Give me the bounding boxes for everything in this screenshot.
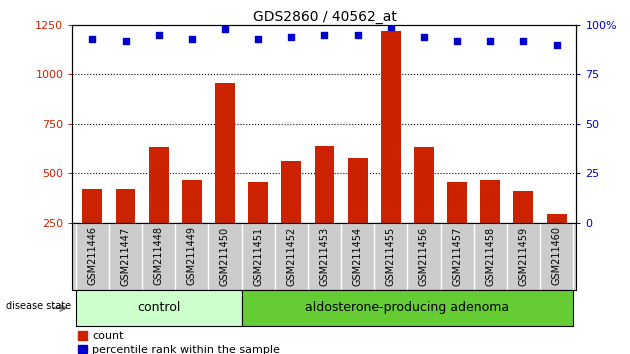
Text: GSM211457: GSM211457	[452, 227, 462, 286]
Point	[253, 36, 263, 41]
Bar	[447, 182, 467, 223]
Point	[220, 26, 230, 32]
Bar	[248, 182, 268, 223]
Bar	[414, 147, 434, 223]
Text: GSM211446: GSM211446	[88, 227, 98, 285]
Bar	[314, 146, 335, 223]
Point	[419, 34, 429, 40]
Text: GSM211454: GSM211454	[353, 227, 363, 286]
Bar	[348, 158, 367, 223]
Text: GSM211448: GSM211448	[154, 227, 164, 285]
Point	[551, 42, 561, 47]
Point	[319, 32, 329, 38]
Bar	[513, 191, 534, 223]
Text: GSM211460: GSM211460	[551, 227, 561, 285]
Bar	[215, 83, 235, 223]
Text: GSM211458: GSM211458	[485, 227, 495, 286]
Bar	[381, 31, 401, 223]
Bar	[480, 181, 500, 223]
Text: GSM211452: GSM211452	[286, 227, 296, 286]
Text: GSM211459: GSM211459	[518, 227, 529, 286]
Text: disease state: disease state	[6, 301, 71, 311]
Title: GDS2860 / 40562_at: GDS2860 / 40562_at	[253, 10, 396, 24]
Text: GSM211451: GSM211451	[253, 227, 263, 286]
Bar	[547, 214, 566, 223]
Text: GSM211450: GSM211450	[220, 227, 230, 286]
Point	[452, 38, 462, 44]
Bar	[149, 147, 169, 223]
Bar	[83, 189, 102, 223]
Point	[485, 38, 495, 44]
Bar	[182, 181, 202, 223]
Point	[186, 36, 197, 41]
Bar	[282, 161, 301, 223]
Text: GSM211456: GSM211456	[419, 227, 429, 286]
Point	[88, 36, 98, 41]
Bar	[76, 290, 241, 326]
Point	[154, 32, 164, 38]
Text: GSM211447: GSM211447	[120, 227, 130, 286]
Text: control: control	[137, 302, 180, 314]
Point	[120, 38, 130, 44]
Legend: count, percentile rank within the sample: count, percentile rank within the sample	[78, 331, 280, 354]
Point	[353, 32, 363, 38]
Point	[518, 38, 529, 44]
Text: GSM211455: GSM211455	[386, 227, 396, 286]
Text: GSM211449: GSM211449	[187, 227, 197, 285]
Point	[286, 34, 296, 40]
Bar	[115, 189, 135, 223]
Text: aldosterone-producing adenoma: aldosterone-producing adenoma	[306, 302, 510, 314]
Text: GSM211453: GSM211453	[319, 227, 329, 286]
Bar	[241, 290, 573, 326]
Point	[386, 24, 396, 30]
